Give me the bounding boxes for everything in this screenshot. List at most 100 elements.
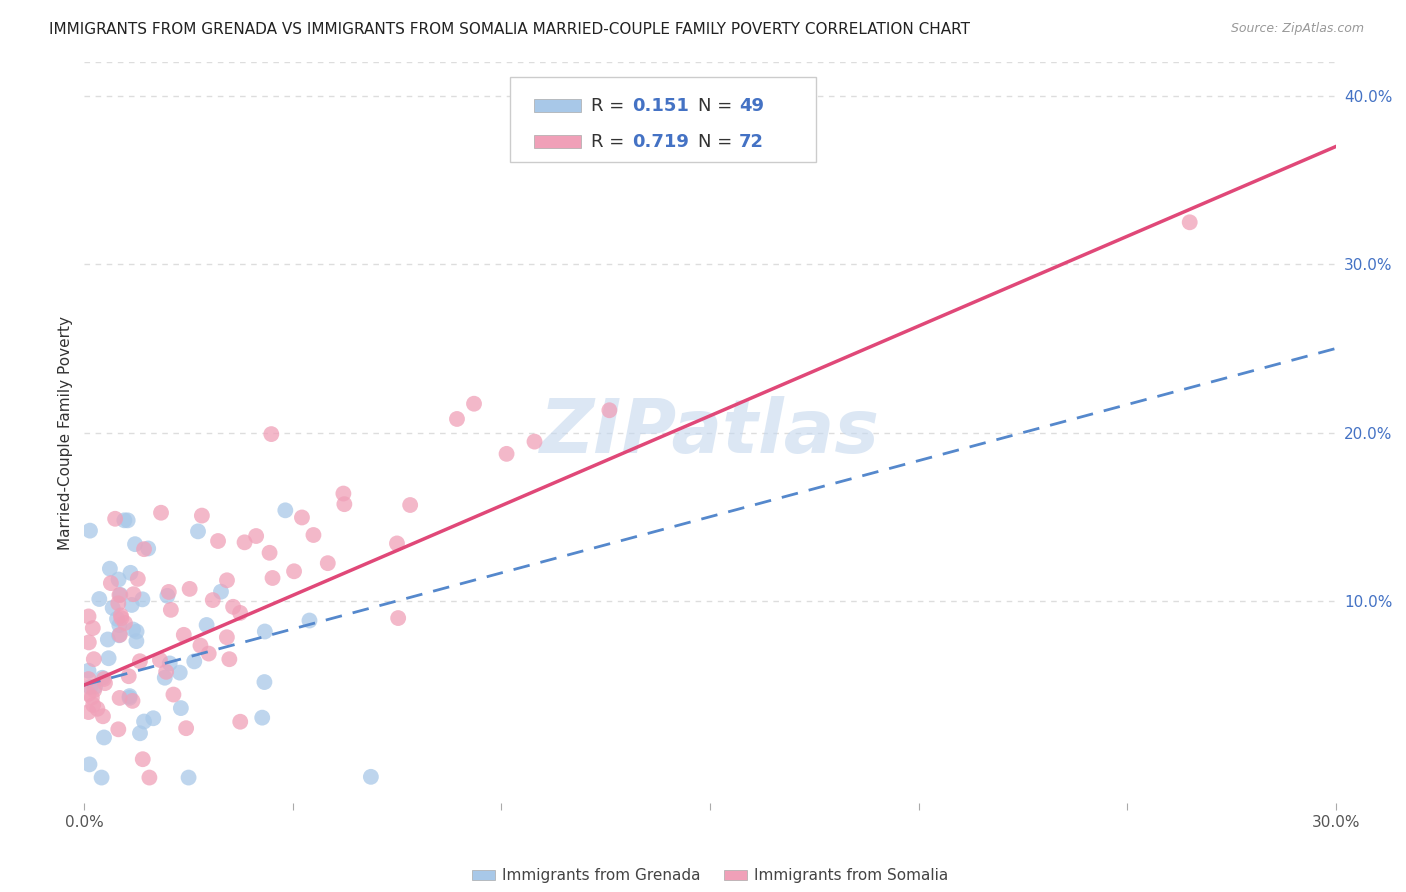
Point bbox=[122, 587, 145, 601]
FancyBboxPatch shape bbox=[534, 135, 581, 148]
FancyBboxPatch shape bbox=[534, 99, 581, 112]
Text: 49: 49 bbox=[738, 97, 763, 115]
Point bbox=[110, 588, 132, 602]
Point bbox=[229, 606, 252, 620]
Point bbox=[262, 571, 284, 585]
Point bbox=[93, 672, 115, 686]
Point bbox=[100, 576, 122, 591]
Point bbox=[82, 621, 104, 635]
Point bbox=[112, 513, 135, 527]
Point bbox=[260, 427, 283, 442]
Point bbox=[259, 546, 281, 560]
Point bbox=[129, 726, 152, 740]
Point bbox=[142, 711, 165, 725]
Point bbox=[302, 528, 325, 542]
Text: R =: R = bbox=[591, 133, 630, 151]
Point bbox=[159, 657, 181, 671]
Point bbox=[79, 524, 101, 538]
Point bbox=[132, 752, 155, 766]
Point bbox=[598, 403, 620, 417]
Text: R =: R = bbox=[591, 97, 630, 115]
Point bbox=[360, 770, 382, 784]
Point bbox=[136, 541, 159, 556]
Point bbox=[169, 665, 191, 680]
Point bbox=[91, 671, 114, 685]
Point bbox=[83, 683, 105, 698]
Text: 0.719: 0.719 bbox=[633, 133, 689, 151]
Text: Source: ZipAtlas.com: Source: ZipAtlas.com bbox=[1230, 22, 1364, 36]
Point bbox=[79, 757, 101, 772]
FancyBboxPatch shape bbox=[510, 78, 817, 162]
Point bbox=[298, 614, 321, 628]
Text: 72: 72 bbox=[738, 133, 763, 151]
Point bbox=[157, 585, 180, 599]
Point bbox=[120, 566, 142, 580]
Text: N =: N = bbox=[697, 133, 738, 151]
Point bbox=[252, 711, 274, 725]
Point bbox=[274, 503, 297, 517]
Point bbox=[229, 714, 252, 729]
Point bbox=[523, 434, 546, 449]
Point bbox=[122, 623, 145, 637]
Point bbox=[77, 609, 100, 624]
Point bbox=[107, 723, 129, 737]
Point bbox=[155, 665, 177, 679]
Point bbox=[207, 534, 229, 549]
Point bbox=[114, 615, 136, 630]
Point bbox=[197, 647, 219, 661]
Point bbox=[83, 652, 105, 666]
Point bbox=[173, 628, 195, 642]
Point bbox=[118, 689, 141, 703]
Point bbox=[1178, 215, 1201, 229]
Point bbox=[107, 573, 129, 587]
Point bbox=[121, 598, 143, 612]
Y-axis label: Married-Couple Family Poverty: Married-Couple Family Poverty bbox=[58, 316, 73, 549]
Point bbox=[80, 690, 103, 705]
Point bbox=[117, 513, 139, 527]
Point bbox=[156, 589, 179, 603]
Point bbox=[79, 680, 101, 694]
Point bbox=[385, 536, 408, 550]
Point bbox=[179, 582, 201, 596]
Point bbox=[153, 671, 176, 685]
Point bbox=[187, 524, 209, 539]
Point bbox=[77, 687, 100, 701]
Point bbox=[195, 618, 218, 632]
Point bbox=[495, 447, 517, 461]
Point bbox=[253, 624, 276, 639]
Point bbox=[332, 486, 354, 500]
Text: N =: N = bbox=[697, 97, 738, 115]
Point bbox=[90, 771, 112, 785]
Point bbox=[108, 628, 131, 642]
Point bbox=[84, 680, 107, 694]
Point bbox=[86, 702, 108, 716]
Point bbox=[108, 628, 131, 642]
Point bbox=[160, 603, 183, 617]
Point bbox=[233, 535, 256, 549]
Point bbox=[191, 508, 214, 523]
Point bbox=[283, 564, 305, 578]
Point bbox=[215, 574, 238, 588]
Point bbox=[253, 675, 276, 690]
Point bbox=[218, 652, 240, 666]
Legend: Immigrants from Grenada, Immigrants from Somalia: Immigrants from Grenada, Immigrants from… bbox=[465, 863, 955, 889]
Point bbox=[132, 542, 155, 557]
Point bbox=[98, 562, 121, 576]
Point bbox=[125, 624, 148, 639]
Point bbox=[132, 714, 155, 729]
Point bbox=[124, 537, 146, 551]
Point bbox=[174, 721, 197, 735]
Point bbox=[399, 498, 422, 512]
Point bbox=[387, 611, 409, 625]
Point bbox=[108, 588, 131, 602]
Point bbox=[77, 705, 100, 719]
Point bbox=[97, 651, 120, 665]
Text: ZIPatlas: ZIPatlas bbox=[540, 396, 880, 469]
Point bbox=[121, 694, 143, 708]
Point bbox=[291, 510, 314, 524]
Point bbox=[82, 698, 104, 712]
Point bbox=[110, 608, 132, 623]
Point bbox=[149, 653, 172, 667]
Text: 0.151: 0.151 bbox=[633, 97, 689, 115]
Text: IMMIGRANTS FROM GRENADA VS IMMIGRANTS FROM SOMALIA MARRIED-COUPLE FAMILY POVERTY: IMMIGRANTS FROM GRENADA VS IMMIGRANTS FR… bbox=[49, 22, 970, 37]
